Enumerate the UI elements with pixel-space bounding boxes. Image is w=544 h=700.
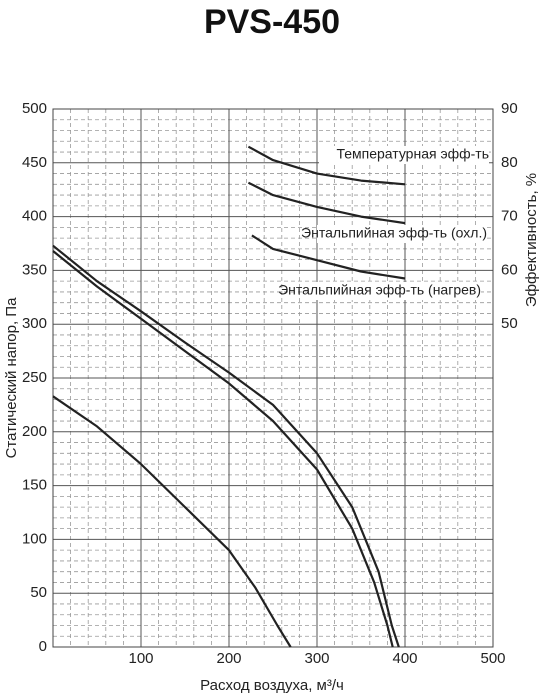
label-bg [319, 146, 489, 164]
curve-label: Энтальпийная эфф-ть (нагрев) [278, 282, 481, 298]
label-bg [317, 225, 487, 243]
y2-tick-label: 80 [501, 154, 518, 171]
x-tick-label: 300 [304, 650, 329, 667]
curve [52, 395, 292, 648]
curve [52, 250, 394, 648]
y2-tick-label: 90 [501, 100, 518, 117]
y-tick-label: 250 [22, 369, 47, 386]
curve [52, 244, 400, 648]
x-tick-label: 500 [480, 650, 505, 667]
y-tick-label: 200 [22, 423, 47, 440]
curve [247, 181, 406, 225]
x-tick-label: 100 [128, 650, 153, 667]
y-tick-label: 100 [22, 530, 47, 547]
y2-axis-label: Эффективность, % [523, 173, 540, 307]
y-tick-label: 50 [30, 584, 47, 601]
x-tick-label: 400 [392, 650, 417, 667]
label-bg [311, 282, 481, 300]
curve-label: Энтальпийная эфф-ть (охл.) [301, 225, 487, 241]
y-tick-label: 0 [39, 638, 47, 655]
y-tick-label: 500 [22, 100, 47, 117]
x-axis-label: Расход воздуха, м³/ч [200, 677, 344, 694]
curve [247, 145, 406, 186]
y2-tick-label: 60 [501, 261, 518, 278]
y-tick-label: 150 [22, 477, 47, 494]
y-tick-label: 450 [22, 154, 47, 171]
plot-frame [52, 108, 494, 648]
y-tick-label: 400 [22, 208, 47, 225]
y2-tick-label: 70 [501, 208, 518, 225]
y-tick-label: 300 [22, 315, 47, 332]
chart-title: PVS-450 [204, 3, 340, 41]
y-axis-label: Статический напор, Па [3, 297, 20, 458]
x-tick-label: 200 [216, 650, 241, 667]
curve [251, 234, 406, 280]
y-tick-label: 350 [22, 261, 47, 278]
y2-tick-label: 50 [501, 315, 518, 332]
curve-label: Температурная эфф-ть [336, 146, 489, 162]
